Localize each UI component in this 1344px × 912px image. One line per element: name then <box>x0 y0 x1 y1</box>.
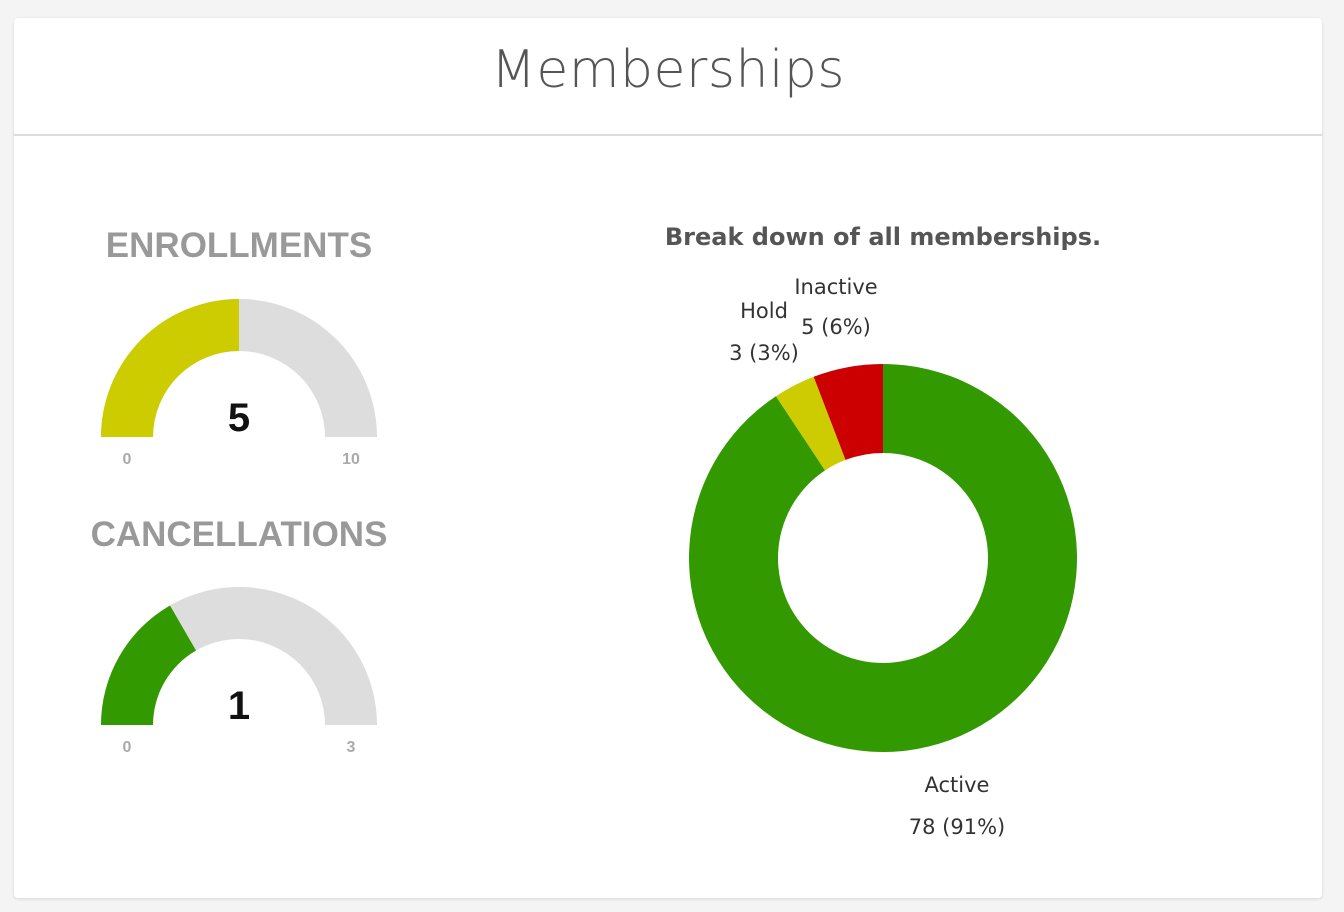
active-slice-name-label: Active <box>925 773 990 797</box>
active-slice <box>689 364 1077 752</box>
enrollments-gauge-min-label: 0 <box>123 451 132 468</box>
breakdown-chart-title: Break down of all memberships. <box>665 223 1101 251</box>
inactive-slice-value-label: 5 (6%) <box>801 315 871 339</box>
enrollments-gauge-value: 5 <box>228 396 250 440</box>
active-slice-value-label: 78 (91%) <box>909 815 1005 839</box>
cancellations-gauge-min-label: 0 <box>123 739 132 756</box>
cancellations-gauge-fill <box>101 605 196 725</box>
hold-slice-name-label: Hold <box>740 299 788 323</box>
inactive-slice <box>813 364 883 460</box>
enrollments-gauge-fill <box>101 299 239 437</box>
inactive-slice-name-label: Inactive <box>794 275 877 299</box>
cancellations-gauge-max-label: 3 <box>347 739 356 756</box>
enrollments-gauge-max-label: 10 <box>342 451 360 468</box>
card-header: Memberships <box>14 18 1322 136</box>
hold-slice <box>775 376 846 471</box>
enrollments-title: ENROLLMENTS <box>105 226 373 265</box>
hold-slice-value-label: 3 (3%) <box>729 341 799 365</box>
card-title: Memberships <box>491 40 845 100</box>
cancellations-title: CANCELLATIONS <box>90 515 388 554</box>
cancellations-gauge-value: 1 <box>228 684 250 728</box>
memberships-card: Memberships <box>14 18 1322 898</box>
